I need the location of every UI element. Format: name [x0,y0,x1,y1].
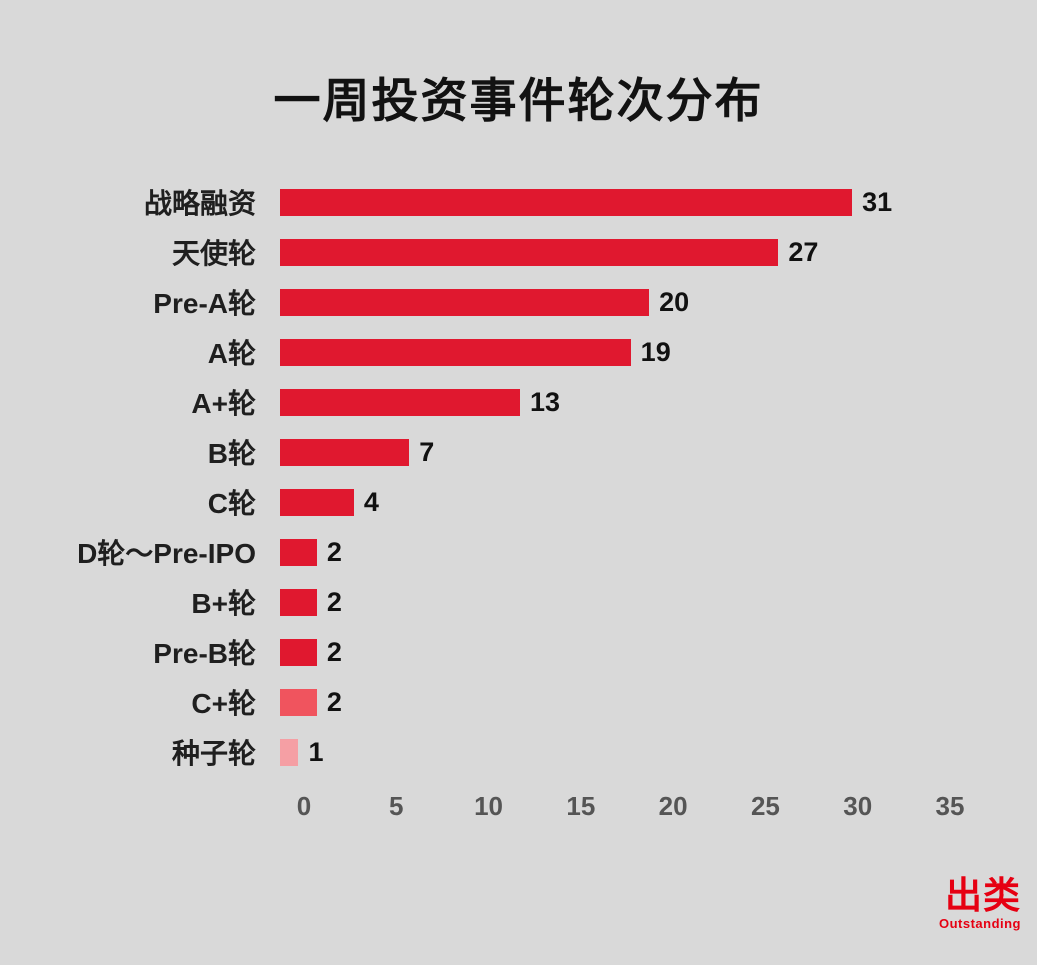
bar-row: A+轮 13 [0,377,1037,427]
bar-row: 种子轮 1 [0,727,1037,777]
bar-track: 20 [280,286,926,317]
value-label: 19 [640,336,671,367]
value-label: 20 [659,286,690,317]
brand-logo-subtext: Outstanding [938,916,1021,931]
bar [280,188,853,216]
bar-row: Pre-A轮 20 [0,277,1037,327]
x-axis-tick: 20 [658,791,688,821]
category-label: 战略融资 [143,188,256,219]
x-axis-tick: 25 [750,791,780,821]
bar-row: B+轮 2 [0,577,1037,627]
value-label: 2 [326,586,342,617]
x-axis-tick: 35 [935,791,965,821]
bar [280,638,317,666]
bar-track: 13 [280,386,926,417]
value-label: 13 [529,386,560,417]
bar-row: 天使轮 27 [0,227,1037,277]
bar [280,588,317,616]
x-axis-tick: 10 [474,791,504,821]
value-label: 7 [419,436,435,467]
bar-track: 7 [280,436,926,467]
bar-track: 2 [280,536,926,567]
bar-row: C+轮 2 [0,677,1037,727]
value-label: 2 [326,636,342,667]
category-label: D轮～Pre-IPO [77,538,256,569]
category-label: A轮 [207,338,256,369]
value-label: 31 [862,186,893,217]
category-label: B轮 [207,438,256,469]
category-label: 种子轮 [171,738,256,769]
value-label: 2 [326,536,342,567]
x-axis-tick: 0 [296,791,312,821]
bar [280,488,354,516]
bar-row: C轮 4 [0,477,1037,527]
category-label: C轮 [207,488,256,519]
bar-row: D轮～Pre-IPO 2 [0,527,1037,577]
x-axis-tick: 30 [843,791,873,821]
bar-row: B轮 7 [0,427,1037,477]
x-axis-tick: 15 [566,791,596,821]
category-label: B+轮 [191,588,256,619]
bar-track: 2 [280,586,926,617]
bar-row: 战略融资 31 [0,177,1037,227]
bar-track: 1 [280,736,926,767]
bar [280,238,779,266]
bar-row: Pre-B轮 2 [0,627,1037,677]
category-label: Pre-A轮 [153,288,256,319]
brand-logo-text: 出类 [945,875,1021,917]
bar-track: 19 [280,336,926,367]
category-label: C+轮 [191,688,256,719]
bar [280,438,410,466]
bar [280,688,317,716]
x-axis: 0 5 10 15 20 25 30 35 [297,791,965,831]
value-label: 4 [363,486,379,517]
bar-track: 4 [280,486,926,517]
bar-track: 31 [280,186,926,217]
value-label: 1 [308,736,324,767]
chart-title: 一周投资事件轮次分布 [273,74,764,127]
bar [280,388,520,416]
bar-track: 2 [280,636,926,667]
bar [280,338,631,366]
bar-track: 2 [280,686,926,717]
bar-row: A轮 19 [0,327,1037,377]
chart-rows: 战略融资 31 天使轮 27 Pre-A轮 20 A轮 19 A+轮 13 B轮 7 C轮 4 D轮～Pre… [0,177,1037,777]
bar-track: 27 [280,236,926,267]
value-label: 2 [326,686,342,717]
bar [280,288,650,316]
category-label: A+轮 [191,388,256,419]
x-axis-tick: 5 [389,791,404,821]
category-label: 天使轮 [171,238,256,269]
value-label: 27 [788,236,819,267]
bar [280,538,317,566]
category-label: Pre-B轮 [153,638,256,669]
bar [280,738,299,766]
brand-logo: 出类 Outstanding [938,875,1021,931]
